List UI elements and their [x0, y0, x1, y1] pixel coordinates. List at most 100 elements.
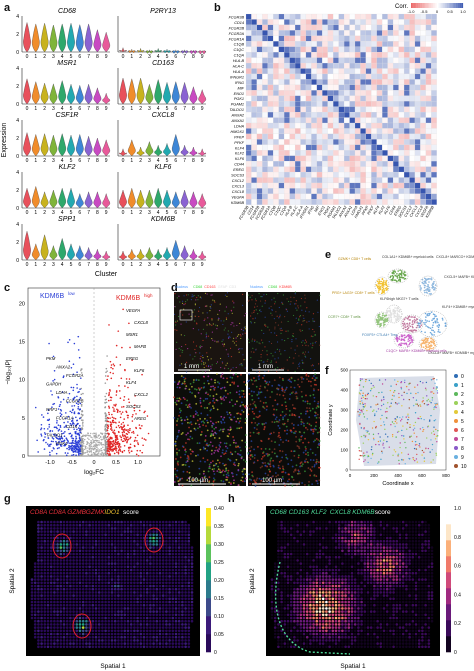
- volcano-point-ns: [96, 446, 98, 449]
- cell-dot: [286, 420, 289, 423]
- gene-label-LDHA: LDHA: [56, 390, 68, 395]
- spatial-point: [432, 392, 435, 395]
- volcano-point: [41, 414, 43, 416]
- cell-dot: [313, 389, 315, 392]
- cell-dot: [181, 351, 183, 353]
- heatmap-cell: [403, 73, 410, 80]
- cell-dot: [210, 408, 213, 411]
- heatmap-cell: [327, 13, 334, 20]
- cell-dot: [247, 338, 249, 340]
- cell-dot: [226, 362, 228, 364]
- legend-swatch: [427, 3, 430, 8]
- heatmap-cell: [267, 188, 274, 194]
- cell-dot: [181, 345, 183, 348]
- heatmap-cell: [338, 24, 345, 31]
- cell-dot: [308, 480, 310, 483]
- volcano-point: [112, 431, 114, 433]
- cell-dot: [248, 456, 251, 459]
- cell-dot: [206, 352, 208, 354]
- heatmap-cell: [431, 188, 437, 194]
- volcano-point: [104, 395, 106, 398]
- umap-point: [382, 284, 384, 287]
- volcano-point: [81, 441, 83, 444]
- cell-dot: [245, 312, 247, 315]
- volcano-point: [109, 424, 112, 426]
- umap-point: [402, 324, 405, 327]
- col-label-KLF4: KLF4: [372, 205, 380, 215]
- heatmap-cell: [251, 24, 257, 31]
- volcano-point: [108, 413, 111, 416]
- cell-dot: [206, 442, 208, 445]
- volcano-point: [124, 385, 126, 387]
- legend-swatch: [417, 3, 419, 8]
- volcano-point: [76, 428, 78, 431]
- heatmap-cell: [245, 112, 252, 118]
- umap-point: [424, 347, 427, 350]
- volcano-point: [121, 411, 124, 413]
- legend-title: Corr.: [395, 4, 408, 10]
- volcano-point: [117, 424, 120, 427]
- heatmap-cell: [322, 30, 328, 36]
- cell-dot: [176, 436, 179, 438]
- cell-dot: [259, 391, 262, 394]
- heatmap-cell: [409, 95, 416, 102]
- cell-dot: [263, 454, 266, 457]
- heatmap-cell: [262, 193, 268, 200]
- heatmap-cell: [311, 166, 317, 173]
- cell-dot: [190, 315, 192, 318]
- volcano-point: [55, 452, 58, 455]
- cell-dot: [209, 394, 211, 397]
- violin-KDM6B-cluster-4: [154, 249, 163, 261]
- heatmap-cell: [322, 84, 328, 91]
- umap-point: [400, 274, 403, 276]
- cell-dot: [210, 453, 213, 455]
- umap-point: [444, 322, 447, 325]
- heatmap-cell: [365, 117, 372, 124]
- umap-point: [432, 288, 435, 291]
- heatmap-cell: [294, 19, 301, 25]
- heatmap-cell: [327, 46, 334, 53]
- row-label-HLA-B: HLA-B: [233, 59, 245, 63]
- volcano-point: [106, 453, 108, 456]
- cell-dot: [273, 297, 275, 299]
- cell-dot: [314, 411, 316, 414]
- heatmap-cell: [387, 133, 394, 140]
- cell-dot: [268, 381, 271, 383]
- cell-dot: [224, 310, 226, 312]
- heatmap-cell: [376, 73, 383, 80]
- cell-dot: [176, 462, 179, 464]
- cell-dot: [307, 375, 310, 378]
- volcano-point: [132, 413, 134, 416]
- cluster-tick-label: 4: [61, 158, 64, 164]
- volcano-point: [52, 380, 54, 382]
- heatmap-cell: [371, 46, 377, 53]
- heatmap-cell: [278, 155, 285, 162]
- volcano-point: [125, 438, 128, 440]
- heatmap-cell: [300, 52, 307, 58]
- umap-point: [398, 315, 400, 318]
- panel-d-microscopy: Nucleus CD68 CD163 GFAP CD3 Nucleus CD68 KDM6B 1…: [170, 280, 324, 490]
- heatmap-cell: [311, 79, 317, 85]
- violin-KLF6-cluster-1: [127, 188, 136, 209]
- cell-dot: [239, 334, 241, 336]
- volcano-point: [77, 443, 79, 446]
- volcano-point: [59, 415, 62, 417]
- violin-CXCL8-cluster-4: [154, 145, 163, 157]
- heatmap-cell: [409, 24, 416, 31]
- heatmap-cell: [333, 90, 339, 96]
- cell-dot: [270, 332, 272, 334]
- cell-dot: [263, 407, 266, 410]
- heatmap-cell: [273, 199, 279, 205]
- heatmap-cell: [360, 73, 366, 80]
- umap-point: [427, 285, 430, 287]
- cell-dot: [227, 355, 230, 357]
- heatmap-cell: [393, 41, 399, 47]
- cell-dot: [216, 381, 219, 384]
- heatmap-cell: [311, 150, 317, 156]
- cell-dot: [242, 404, 245, 406]
- umap-point: [399, 278, 402, 281]
- heatmap-cell: [267, 30, 274, 36]
- heatmap-cell: [354, 35, 361, 42]
- heatmap-cell: [305, 155, 312, 162]
- cell-dot: [292, 479, 295, 481]
